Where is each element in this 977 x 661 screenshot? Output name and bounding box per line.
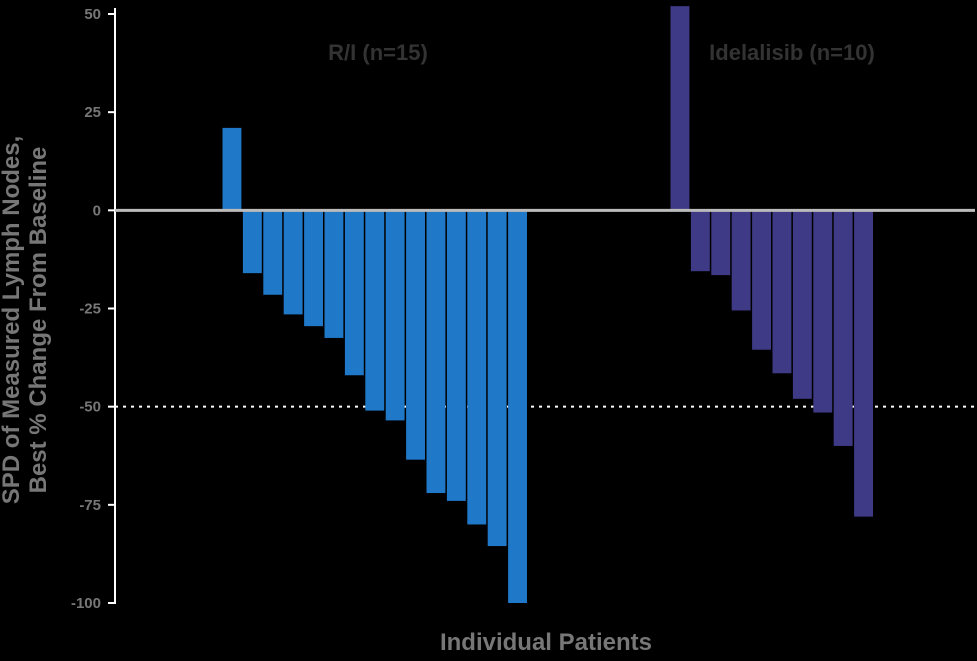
x-axis-title: Individual Patients [440, 629, 652, 656]
bar-group2-patient-2 [690, 210, 710, 272]
y-tick-label: -50 [79, 399, 101, 416]
bar-group2-patient-9 [833, 210, 853, 446]
y-tick-label: 50 [84, 6, 101, 23]
bar-group2-patient-1 [670, 6, 690, 211]
y-tick-label: 25 [84, 104, 101, 121]
bar-group1-patient-12 [446, 210, 466, 501]
y-axis-ticks: 50 25 0 -25 -50 -75 -100 [71, 6, 115, 612]
y-tick-label: -25 [79, 301, 101, 318]
bar-group1-patient-3 [263, 210, 283, 295]
bar-group1-patient-6 [324, 210, 344, 338]
y-axis-title-line2: Best % Change From Baseline [25, 147, 52, 494]
bar-group1-patient-5 [304, 210, 323, 327]
y-tick-label: 0 [93, 202, 101, 219]
bar-group2-patient-6 [772, 210, 792, 374]
bar-group1-patient-2 [242, 210, 262, 274]
y-tick-label: -75 [79, 497, 101, 514]
bar-group2-patient-4 [731, 210, 751, 311]
group-label-ri: R/I (n=15) [328, 40, 428, 65]
bar-group2-patient-8 [813, 210, 833, 413]
bar-group1-patient-13 [467, 210, 487, 525]
y-tick-label: -100 [71, 595, 101, 612]
bar-group1-patient-10 [406, 210, 425, 460]
bar-group1-patient-7 [344, 210, 364, 376]
bars-group [222, 6, 873, 604]
group-label-idelalisib: Idelalisib (n=10) [709, 40, 875, 65]
bar-group2-patient-7 [792, 210, 812, 399]
bar-group1-patient-11 [426, 210, 446, 494]
bar-group2-patient-3 [711, 210, 731, 276]
bar-group1-patient-1 [222, 127, 242, 211]
group-labels: R/I (n=15) Idelalisib (n=10) [328, 40, 875, 65]
bar-group1-patient-15 [508, 210, 527, 604]
y-axis-title-line1: SPD of Measured Lymph Nodes, [0, 136, 25, 505]
bar-group2-patient-10 [854, 210, 873, 517]
bar-group1-patient-14 [487, 210, 507, 547]
bar-group1-patient-4 [283, 210, 303, 315]
bar-group2-patient-5 [752, 210, 771, 350]
bar-group1-patient-8 [365, 210, 385, 411]
bar-group1-patient-9 [385, 210, 405, 421]
